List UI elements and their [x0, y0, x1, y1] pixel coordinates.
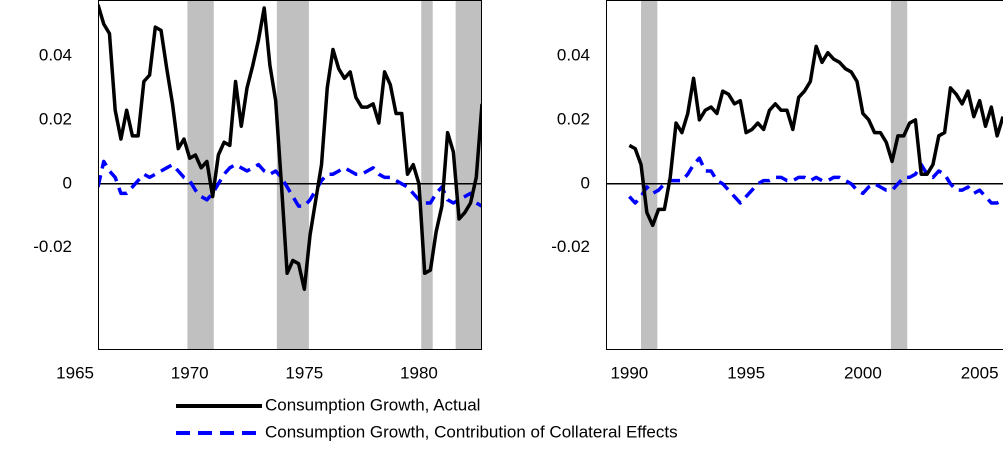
series-line: [628, 156, 1003, 205]
y-tick-label: 0.04: [39, 45, 72, 64]
x-tick-label: 2005: [961, 363, 999, 382]
series-line: [98, 159, 482, 208]
recession-band: [641, 0, 658, 350]
y-tick-label: 0.02: [39, 109, 72, 128]
x-tick-label: 1990: [610, 363, 648, 382]
recession-band: [890, 0, 908, 350]
x-tick-label: 1995: [727, 363, 765, 382]
plot-frame: [98, 0, 482, 350]
x-tick-label: 1970: [171, 363, 209, 382]
series-line: [628, 44, 1003, 228]
recession-band: [421, 0, 433, 350]
y-tick-label: -0.02: [551, 237, 590, 256]
legend-label: Consumption Growth, Actual: [265, 395, 480, 414]
x-tick-label: 1980: [400, 363, 438, 382]
legend-label: Consumption Growth, Contribution of Coll…: [265, 422, 678, 441]
x-tick-label: 2000: [844, 363, 882, 382]
y-tick-label: 0: [63, 173, 72, 192]
y-tick-label: 0: [581, 173, 590, 192]
series-line: [98, 4, 482, 292]
y-tick-label: 0.02: [557, 109, 590, 128]
plot-area: [98, 0, 482, 350]
y-tick-label: 0.04: [557, 45, 590, 64]
plot-frame: [606, 0, 1003, 350]
x-tick-label: 1965: [56, 363, 94, 382]
x-tick-label: 1975: [285, 363, 323, 382]
plot-area: [606, 0, 1003, 350]
y-tick-label: -0.02: [33, 237, 72, 256]
